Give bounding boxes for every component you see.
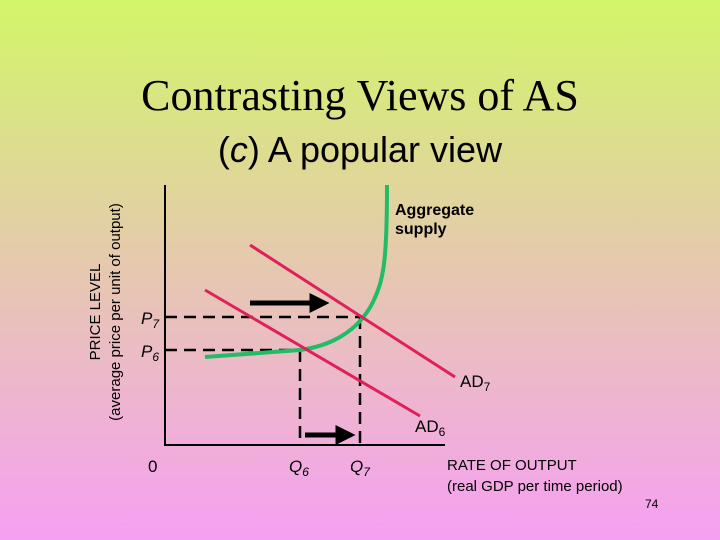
as-label: supply: [395, 221, 447, 238]
title: Contrasting Views of AS: [141, 71, 579, 120]
aggregate-supply-curve: [204, 184, 389, 359]
label-sub: 7: [363, 465, 371, 479]
ad7-label: AD7: [460, 372, 491, 394]
label-main: P: [141, 309, 153, 328]
y-label-line: PRICE LEVEL: [87, 264, 104, 361]
label-main: AD: [460, 372, 484, 391]
p6-label: P6: [141, 342, 159, 364]
subtitle-part: ) A popular view: [248, 129, 503, 170]
label-sub: 6: [302, 465, 309, 479]
origin-label: 0: [148, 457, 157, 476]
subtitle-part: (: [218, 129, 230, 170]
label-main: Q: [350, 457, 363, 476]
p7-label: P7: [141, 309, 160, 331]
ad7-curve: [249, 243, 456, 379]
q6-label: Q6: [289, 457, 309, 479]
page-number: 74: [645, 497, 659, 511]
label-main: Q: [289, 457, 302, 476]
label-sub: 7: [152, 317, 160, 331]
ad6-label: AD6: [415, 417, 446, 439]
subtitle-part: c: [230, 129, 248, 170]
label-sub: 7: [484, 380, 491, 394]
x-axis-label: (real GDP per time period): [447, 478, 623, 495]
y-axis-label: PRICE LEVEL (average price per unit of o…: [87, 203, 124, 421]
subtitle: (c) A popular view: [218, 129, 503, 170]
label-main: AD: [415, 417, 439, 436]
label-main: P: [141, 342, 153, 361]
ad6-curve: [204, 288, 421, 418]
label-sub: 6: [152, 350, 159, 364]
x-axis-label: RATE OF OUTPUT: [447, 457, 577, 474]
label-sub: 6: [439, 425, 446, 439]
y-label-line: (average price per unit of output): [107, 203, 124, 421]
as-label: Aggregate: [395, 202, 474, 219]
q7-label: Q7: [350, 457, 371, 479]
